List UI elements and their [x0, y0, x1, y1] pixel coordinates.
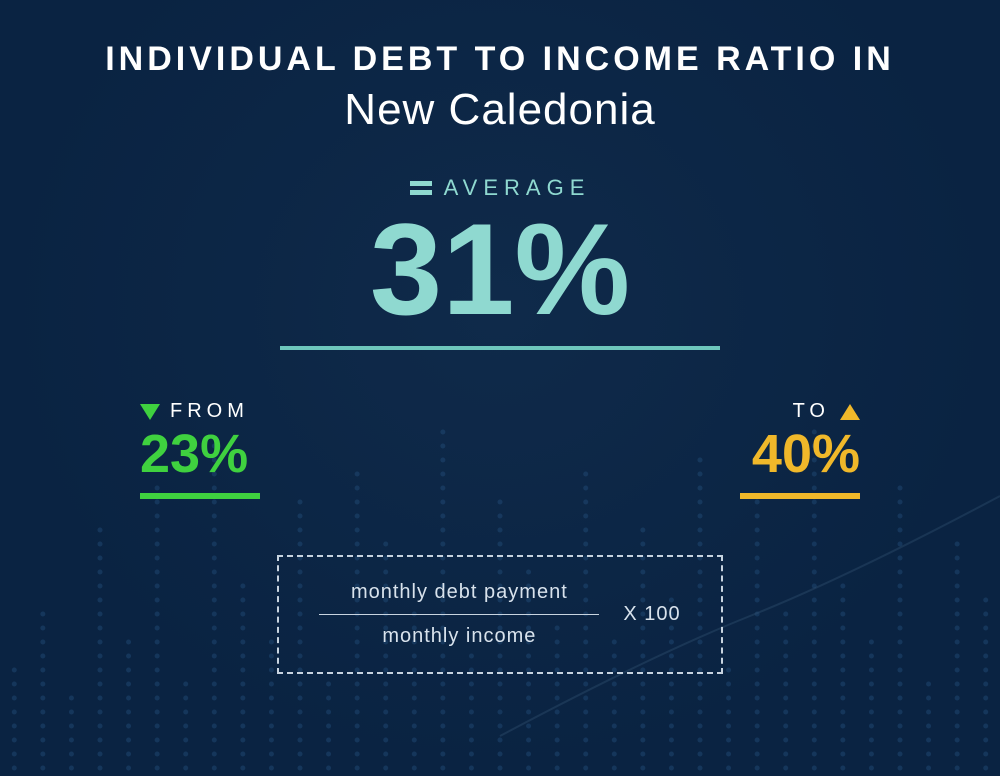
formula-multiplier: X 100: [623, 603, 680, 626]
to-underline: [740, 493, 860, 499]
to-value: 40%: [740, 427, 860, 481]
equals-icon: [410, 181, 432, 195]
from-label-row: FROM: [140, 400, 260, 423]
to-label-row: TO: [740, 400, 860, 423]
triangle-up-icon: [840, 404, 860, 420]
from-label: FROM: [170, 400, 249, 423]
to-block: TO 40%: [740, 400, 860, 499]
formula-numerator: monthly debt payment: [351, 581, 568, 604]
average-section: AVERAGE 31%: [280, 175, 720, 350]
formula-denominator: monthly income: [382, 625, 536, 648]
triangle-down-icon: [140, 404, 160, 420]
average-value: 31%: [280, 211, 720, 328]
main-content: INDIVIDUAL DEBT TO INCOME RATIO IN New C…: [0, 0, 1000, 674]
range-row: FROM 23% TO 40%: [140, 400, 860, 499]
from-block: FROM 23%: [140, 400, 260, 499]
equals-bar-top: [410, 181, 432, 186]
from-underline: [140, 493, 260, 499]
formula-fraction: monthly debt payment monthly income: [319, 581, 599, 648]
from-value: 23%: [140, 427, 260, 481]
to-label: TO: [793, 400, 830, 423]
title-line-2: New Caledonia: [0, 85, 1000, 135]
fraction-line-icon: [319, 614, 599, 615]
title-line-1: INDIVIDUAL DEBT TO INCOME RATIO IN: [0, 40, 1000, 79]
formula-box: monthly debt payment monthly income X 10…: [277, 555, 722, 674]
equals-bar-bottom: [410, 190, 432, 195]
average-underline: [280, 346, 720, 350]
